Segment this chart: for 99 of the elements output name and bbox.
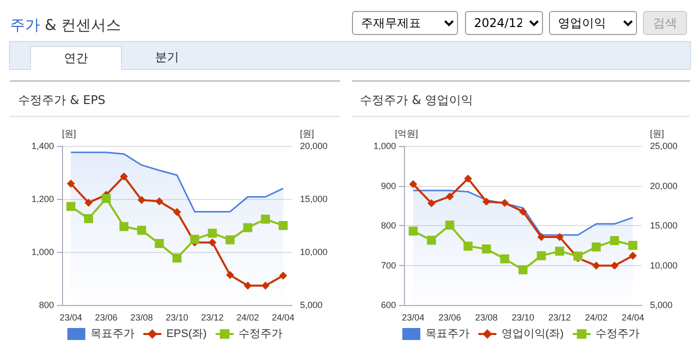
x-tick-label: 24/02 [236, 312, 260, 322]
point [555, 246, 564, 256]
point [519, 208, 527, 216]
x-tick-label: 23/12 [201, 312, 224, 322]
point [628, 240, 638, 250]
x-tick-label: 23/06 [438, 312, 462, 322]
y-tick-label: 800 [38, 300, 54, 310]
point [226, 271, 234, 280]
y-tick-label: 600 [380, 300, 396, 310]
text: 분기 [154, 49, 180, 66]
point [446, 192, 454, 200]
point [482, 244, 491, 254]
point [628, 252, 637, 260]
y-tick-label: 800 [380, 220, 396, 230]
point [278, 221, 288, 230]
x-tick-label: 24/02 [584, 312, 608, 322]
x-tick-label: 23/08 [130, 312, 153, 322]
y-tick-label: 700 [380, 260, 396, 270]
legend-label: 수정주가 [238, 328, 283, 340]
point [208, 228, 217, 238]
y2-tick-label: 5,000 [650, 300, 673, 310]
point [556, 233, 564, 242]
point [592, 262, 600, 270]
point [226, 235, 235, 244]
y2-tick-label: 15,000 [650, 220, 678, 230]
point [243, 223, 252, 232]
point [84, 198, 93, 207]
point [119, 222, 128, 232]
point [409, 180, 418, 188]
y2-tick-label: 10,000 [650, 260, 678, 270]
point [261, 282, 270, 290]
text: 영업이익 [549, 11, 637, 35]
chart-title: 수정주가 & 영업이익 [360, 92, 473, 109]
legend-label: 수정주가 [596, 328, 640, 340]
x-tick-label: 23/08 [475, 312, 498, 322]
point [573, 252, 582, 261]
legend-label: EPS(좌) [166, 328, 207, 340]
y-axis-title: [억원] [394, 128, 418, 138]
point [518, 265, 528, 274]
y-tick-label: 1,000 [31, 247, 54, 257]
point [173, 208, 181, 216]
point [445, 220, 454, 230]
point [500, 198, 509, 207]
point [426, 236, 436, 245]
point [172, 254, 182, 263]
y2-axis-title: [원] [650, 128, 664, 138]
point [190, 234, 200, 244]
point [464, 242, 473, 251]
y2-tick-label: 25,000 [650, 141, 678, 151]
y-tick-label: 1,200 [31, 194, 54, 204]
point [482, 198, 490, 206]
x-tick-label: 23/12 [548, 312, 571, 322]
text: 주가 & 컨센서스 [10, 16, 122, 35]
point [610, 262, 619, 270]
point [536, 251, 546, 260]
point [500, 254, 510, 264]
point [154, 239, 164, 248]
y2-axis-title: [원] [300, 128, 314, 138]
point [84, 214, 94, 224]
chart-title: 수정주가 & EPS [18, 92, 106, 109]
point [120, 172, 128, 180]
text: 주재무제표 [352, 11, 458, 35]
x-tick-label: 23/06 [94, 312, 118, 322]
point [138, 196, 146, 204]
y2-tick-label: 5,000 [300, 300, 323, 310]
x-tick-label: 24/04 [622, 312, 644, 322]
point [137, 226, 146, 235]
legend-label: 영업이익(좌) [501, 328, 564, 340]
point [464, 174, 472, 183]
x-tick-label: 24/04 [272, 312, 294, 322]
point [66, 180, 75, 188]
y-tick-label: 1,400 [31, 141, 54, 151]
point [244, 282, 252, 290]
text: 연간 [30, 46, 122, 70]
y2-tick-label: 10,000 [300, 247, 328, 257]
x-tick-label: 23/04 [60, 312, 82, 322]
point [66, 202, 76, 211]
x-tick-label: 23/04 [402, 312, 424, 322]
x-tick-label: 23/10 [166, 312, 188, 322]
legend-label: 목표주가 [425, 328, 470, 340]
point [537, 233, 546, 242]
y-tick-label: 1,000 [373, 141, 396, 151]
point [427, 199, 436, 208]
y2-tick-label: 15,000 [300, 194, 328, 204]
point [279, 272, 288, 280]
y-tick-label: 900 [380, 180, 396, 191]
y-axis-title: [원] [62, 128, 76, 138]
point [260, 214, 270, 224]
point [208, 238, 216, 246]
point [610, 236, 620, 246]
x-tick-label: 23/10 [512, 312, 534, 322]
point [592, 242, 601, 252]
legend-label: 목표주가 [90, 328, 134, 340]
text: 검색 [643, 11, 687, 35]
point [408, 226, 418, 236]
y2-tick-label: 20,000 [300, 141, 328, 151]
y2-tick-label: 20,000 [650, 180, 678, 191]
point [155, 197, 164, 206]
point [102, 194, 111, 203]
